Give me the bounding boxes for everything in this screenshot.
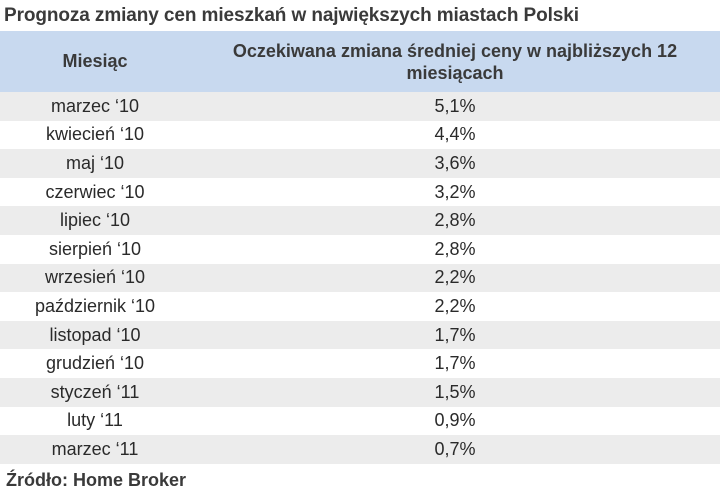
expected-change-cell: 4,4%	[434, 124, 476, 145]
month-cell: maj ‘10	[65, 152, 125, 173]
table-row: wrzesień ‘10 2,2%	[0, 263, 720, 293]
month-cell: wrzesień ‘10	[44, 267, 146, 288]
column-header-expected-change: Oczekiwana zmiana średniej ceny w najbli…	[232, 40, 678, 83]
table-row: maj ‘10 3,6%	[0, 149, 720, 178]
table-header: Miesiąc Oczekiwana zmiana średniej ceny …	[0, 31, 720, 92]
table-body: marzec ‘10 5,1% kwiecień ‘10 4,4% maj ‘10 3,6…	[0, 92, 720, 464]
expected-change-cell: 2,2%	[434, 267, 476, 288]
expected-change-cell: 1,7%	[434, 353, 476, 374]
table-row: grudzień ‘10 1,7%	[0, 349, 720, 378]
table-row: lipiec ‘10 2,8%	[0, 206, 720, 235]
month-cell: grudzień ‘10	[45, 353, 145, 374]
expected-change-cell: 0,9%	[434, 410, 476, 431]
month-cell: czerwiec ‘10	[45, 181, 145, 202]
expected-change-cell: 2,8%	[434, 210, 476, 231]
table-row: marzec ‘10 5,1%	[0, 92, 720, 121]
expected-change-cell: 3,6%	[434, 152, 476, 173]
expected-change-cell: 5,1%	[434, 95, 476, 116]
month-cell: luty ‘11	[67, 410, 123, 431]
column-header-month: Miesiąc	[62, 51, 128, 71]
month-cell: styczeń ‘11	[50, 381, 140, 402]
expected-change-cell: 2,2%	[434, 295, 476, 316]
month-cell: marzec ‘10	[50, 95, 140, 116]
month-cell: kwiecień ‘10	[45, 124, 145, 145]
table-row: luty ‘11 0,9%	[0, 407, 720, 436]
month-cell: październik ‘10	[34, 295, 156, 316]
expected-change-cell: 1,5%	[434, 381, 476, 402]
expected-change-cell: 0,7%	[434, 438, 476, 459]
month-cell: lipiec ‘10	[59, 210, 131, 231]
forecast-table: Miesiąc Oczekiwana zmiana średniej ceny …	[0, 31, 720, 464]
month-cell: sierpień ‘10	[48, 238, 142, 259]
table-row: styczeń ‘11 1,5%	[0, 377, 720, 407]
table-row: marzec ‘11 0,7%	[0, 435, 720, 464]
source-note: Źródło: Home Broker	[6, 470, 187, 490]
expected-change-cell: 3,2%	[434, 181, 476, 202]
month-cell: listopad ‘10	[49, 324, 141, 345]
expected-change-cell: 1,7%	[434, 324, 476, 345]
table-row: październik ‘10 2,2%	[0, 292, 720, 321]
month-cell: marzec ‘11	[51, 438, 139, 459]
page-title: Prognoza zmiany cen mieszkań w największ…	[4, 5, 579, 26]
table-row: czerwiec ‘10 3,2%	[0, 178, 720, 207]
expected-change-cell: 2,8%	[434, 238, 476, 259]
table-row: listopad ‘10 1,7%	[0, 320, 720, 350]
table-row: sierpień ‘10 2,8%	[0, 235, 720, 264]
table-row: kwiecień ‘10 4,4%	[0, 121, 720, 150]
